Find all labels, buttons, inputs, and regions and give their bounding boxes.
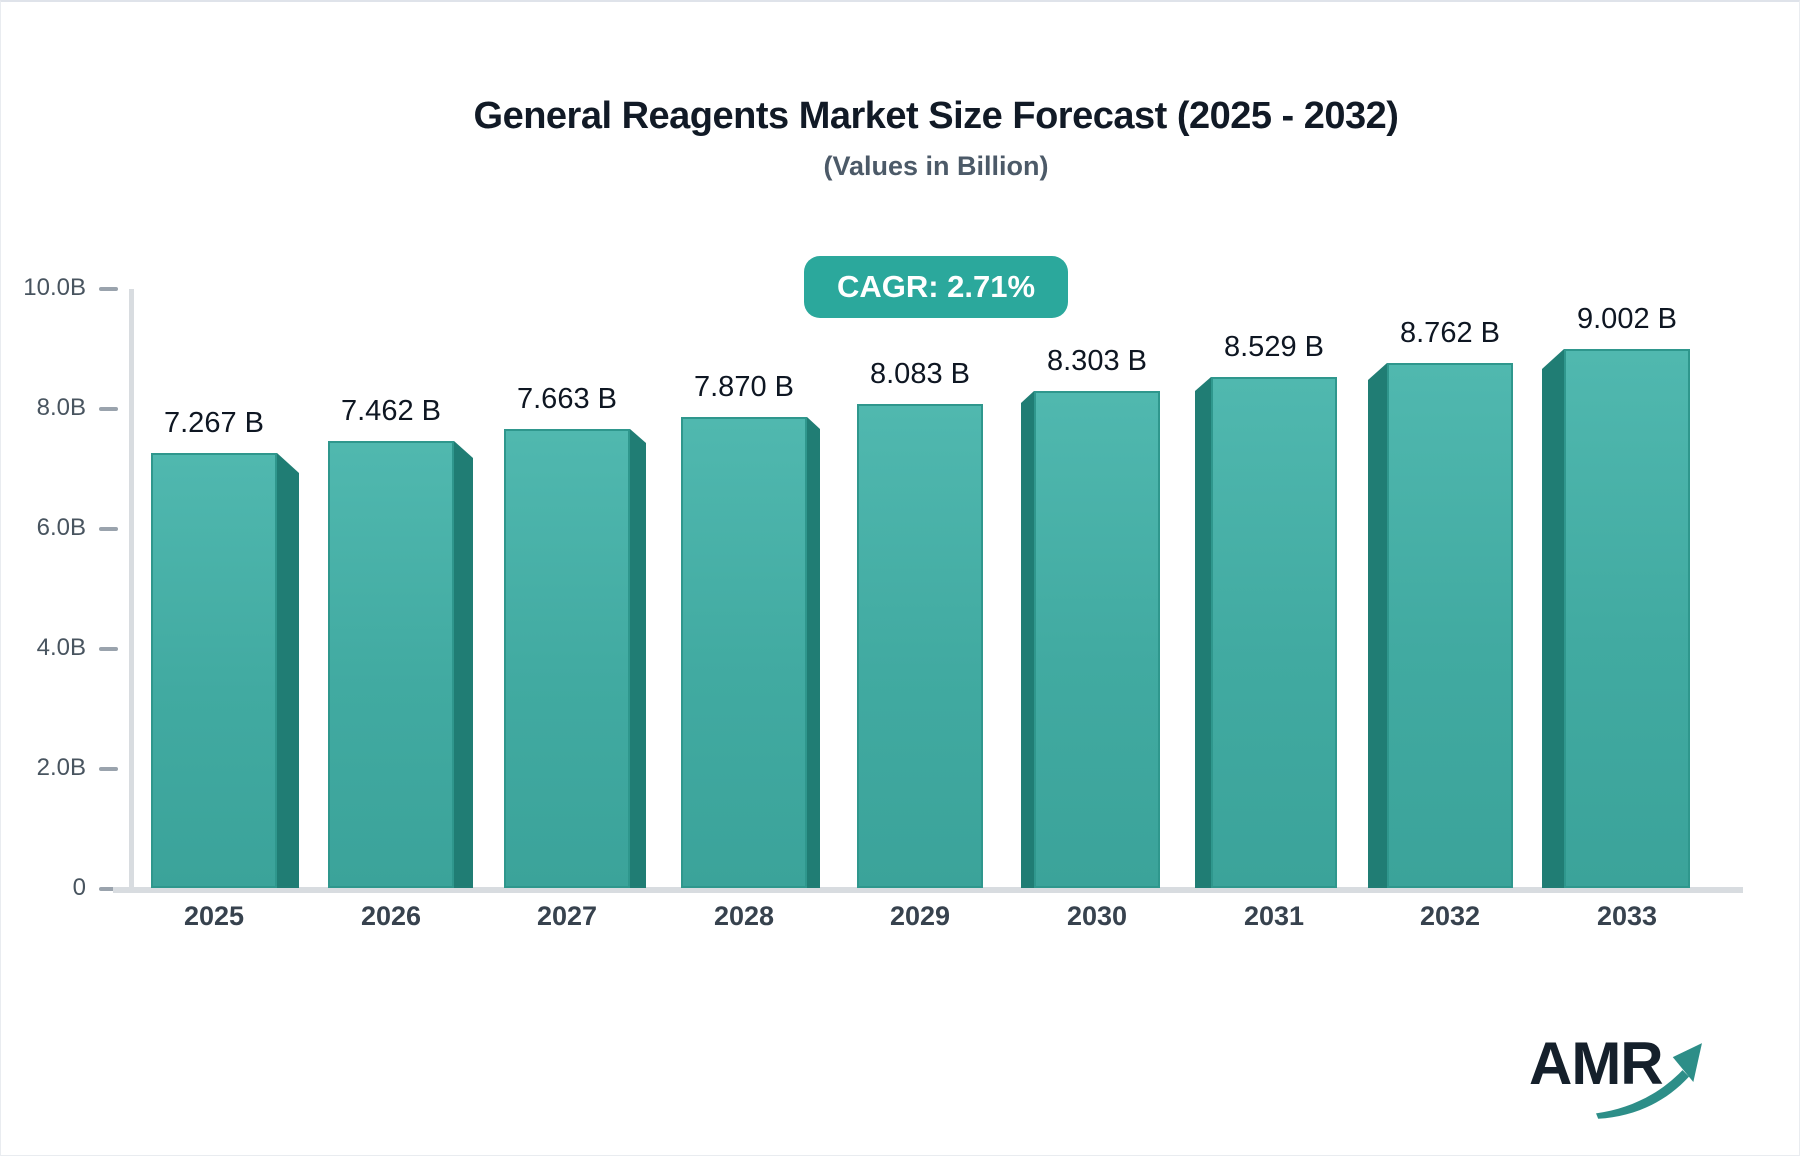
- y-axis-tick-label: 2.0B: [36, 754, 86, 781]
- bar-value-label: 8.529 B: [1224, 331, 1324, 363]
- y-axis-tick-label: 10.0B: [23, 274, 86, 301]
- y-axis-tick-label: 6.0B: [36, 514, 86, 541]
- y-axis-tick-label: 4.0B: [36, 634, 86, 661]
- bar-2030: [1034, 391, 1160, 888]
- bar-2033: [1564, 349, 1690, 888]
- y-axis-tick: [99, 887, 118, 891]
- x-axis-label-2026: 2026: [360, 901, 422, 931]
- y-axis-tick-label: 8.0B: [36, 394, 86, 421]
- x-axis-line: [113, 887, 1743, 893]
- bar-2032: [1387, 363, 1513, 888]
- bar-side-face: [277, 453, 299, 888]
- bar-side-face: [807, 417, 820, 888]
- bar-side-face: [1542, 349, 1564, 888]
- y-axis-tick: [99, 527, 118, 531]
- x-axis-label-2029: 2029: [889, 901, 951, 931]
- x-axis-label-2032: 2032: [1419, 901, 1481, 931]
- amr-logo-text: AMR: [1529, 1030, 1664, 1097]
- y-axis-tick: [99, 287, 118, 291]
- y-axis-tick: [99, 647, 118, 651]
- bar-value-label: 7.663 B: [517, 383, 617, 415]
- bar-2026: [328, 441, 454, 888]
- bar-value-label: 8.083 B: [870, 358, 970, 390]
- cagr-badge: CAGR: 2.71%: [803, 255, 1069, 319]
- x-axis-label-2025: 2025: [183, 901, 245, 931]
- x-axis-label-2033: 2033: [1596, 901, 1658, 931]
- bar-value-label: 8.303 B: [1047, 345, 1147, 377]
- chart-header: General Reagents Market Size Forecast (2…: [1, 2, 1799, 319]
- chart-title: General Reagents Market Size Forecast (2…: [473, 95, 1399, 137]
- bar-side-face: [1021, 391, 1034, 888]
- bar-2028: [681, 417, 807, 888]
- bar-2031: [1211, 377, 1337, 888]
- bar-side-face: [630, 429, 646, 888]
- bar-value-label: 7.870 B: [694, 371, 794, 403]
- amr-logo: AMR: [1529, 1034, 1729, 1134]
- bar-2027: [504, 429, 630, 888]
- x-axis-label-2027: 2027: [536, 901, 598, 931]
- bar-value-label: 7.462 B: [341, 395, 441, 427]
- x-axis-label-2031: 2031: [1243, 901, 1305, 931]
- y-axis-tick-label: 0: [72, 874, 86, 901]
- bar-side-face: [1195, 377, 1211, 888]
- bar-side-face: [454, 441, 473, 888]
- bar-side-face: [1368, 363, 1387, 888]
- x-axis-label-2030: 2030: [1066, 901, 1128, 931]
- bar-value-label: 8.762 B: [1400, 317, 1500, 349]
- x-axis-label-2028: 2028: [713, 901, 775, 931]
- growth-arrow-icon: [1596, 1043, 1702, 1119]
- bar-2025: [151, 453, 277, 888]
- bar-2029: [857, 404, 983, 888]
- chart-subtitle: (Values in Billion): [823, 150, 1049, 181]
- y-axis-tick: [99, 767, 118, 771]
- bar-value-label: 7.267 B: [164, 407, 264, 439]
- bar-value-label: 9.002 B: [1577, 303, 1677, 335]
- y-axis-line: [129, 289, 134, 892]
- y-axis-tick: [99, 407, 118, 411]
